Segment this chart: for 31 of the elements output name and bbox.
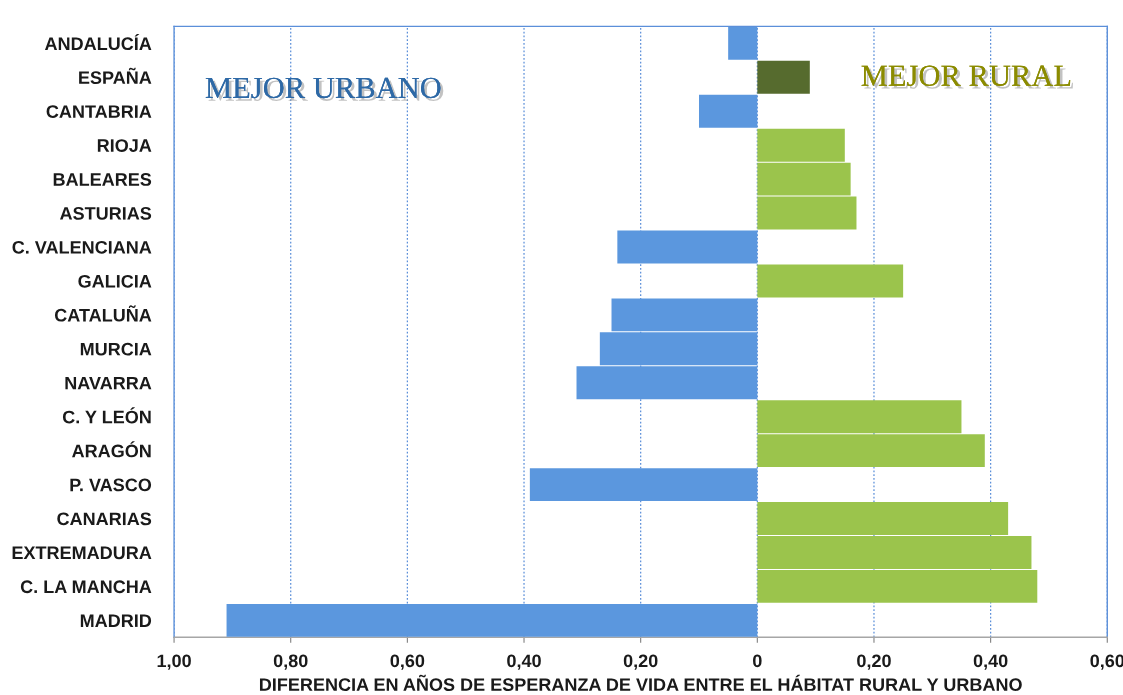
y-tick-label: BALEARES <box>53 173 152 186</box>
x-tick-label: 1,00 <box>157 654 191 670</box>
bar <box>757 264 904 298</box>
y-tick-label: RIOJA <box>97 139 152 152</box>
y-tick-label: ANDALUCÍA <box>44 33 152 51</box>
y-tick-label: C. LA MANCHA <box>20 580 152 594</box>
y-tick-label: CANARIAS <box>57 512 152 526</box>
annotation: MEJOR RURAL <box>861 65 1073 89</box>
bar <box>757 60 810 94</box>
x-tick-label: 0,40 <box>507 654 541 670</box>
y-tick-label: CATALUÑA <box>54 305 152 322</box>
y-tick-label: C. VALENCIANA <box>12 240 152 254</box>
y-tick-label: ARAGÓN <box>72 441 151 458</box>
y-tick-label: ASTURIAS <box>60 207 152 220</box>
x-axis-title: DIFERENCIA EN AÑOS DE ESPERANZA DE VIDA ENTRE EL HÁBITAT RURAL Y URBANO <box>259 674 1022 692</box>
annotation: MEJOR URBANO <box>205 77 444 101</box>
y-tick-label: NAVARRA <box>65 376 152 390</box>
x-tick-label: 0,40 <box>973 654 1008 670</box>
y-tick-label: GALICIA <box>78 274 152 288</box>
x-tick-label: 0,80 <box>273 654 308 670</box>
x-tick-label: 0,60 <box>390 654 425 670</box>
y-tick-label: MURCIA <box>80 342 152 356</box>
x-tick-label: 0,20 <box>623 654 658 670</box>
y-tick-label: P. VASCO <box>70 478 152 492</box>
y-tick-label: ESPAÑA <box>79 67 152 85</box>
y-tick-label: EXTREMADURA <box>12 546 152 560</box>
y-tick-label: MADRID <box>80 614 152 627</box>
y-tick-label: CANTABRIA <box>46 105 152 118</box>
x-tick-label: 0,20 <box>857 654 891 670</box>
x-tick-label: 0 <box>753 654 762 668</box>
y-tick-label: C. Y LEÓN <box>62 407 151 424</box>
